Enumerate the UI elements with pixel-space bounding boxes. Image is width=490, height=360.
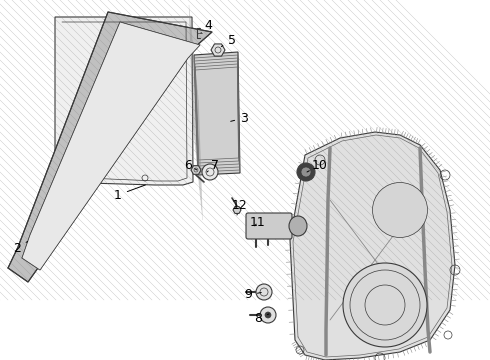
Polygon shape xyxy=(194,52,240,175)
Circle shape xyxy=(301,167,311,177)
Text: 12: 12 xyxy=(232,198,248,215)
Text: 5: 5 xyxy=(221,33,236,46)
Circle shape xyxy=(343,263,427,347)
Text: 3: 3 xyxy=(231,112,248,125)
Text: 7: 7 xyxy=(207,158,219,172)
Text: 4: 4 xyxy=(201,18,212,33)
FancyBboxPatch shape xyxy=(246,213,292,239)
Polygon shape xyxy=(191,166,201,174)
Text: 10: 10 xyxy=(307,158,328,172)
Text: 6: 6 xyxy=(184,158,197,171)
Polygon shape xyxy=(22,22,200,270)
Text: 8: 8 xyxy=(254,311,269,324)
Circle shape xyxy=(265,312,271,318)
Ellipse shape xyxy=(289,216,307,236)
Text: 9: 9 xyxy=(244,288,261,302)
Circle shape xyxy=(202,164,218,180)
Text: 11: 11 xyxy=(250,216,266,229)
Polygon shape xyxy=(211,44,225,56)
Text: 1: 1 xyxy=(114,185,146,202)
Ellipse shape xyxy=(372,183,427,238)
Text: 2: 2 xyxy=(13,242,27,255)
Polygon shape xyxy=(55,17,193,185)
Circle shape xyxy=(260,307,276,323)
Circle shape xyxy=(256,284,272,300)
Polygon shape xyxy=(233,207,241,213)
Circle shape xyxy=(297,163,315,181)
Polygon shape xyxy=(8,12,212,282)
Polygon shape xyxy=(290,132,455,360)
